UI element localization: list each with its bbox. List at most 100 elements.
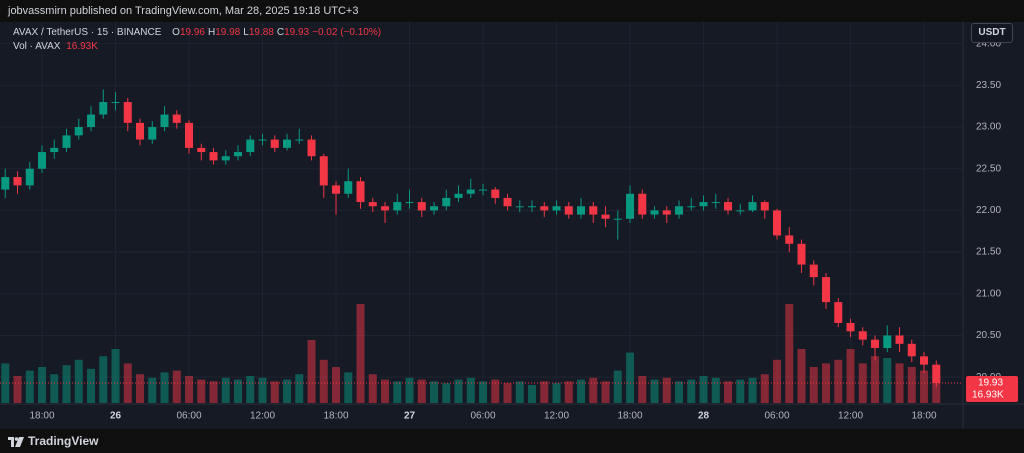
volume-bar (430, 381, 439, 403)
volume-bar (662, 377, 671, 403)
volume-bar (479, 381, 488, 403)
candle-body (172, 114, 181, 123)
candle-body (871, 339, 880, 348)
volume-bar (613, 370, 622, 403)
candle-body (160, 114, 169, 128)
volume-bar (209, 381, 218, 403)
volume-bar (368, 374, 377, 403)
y-tick-label: 21.00 (976, 288, 1001, 299)
ohlc-value: 19.98 (215, 27, 241, 38)
candle-body (356, 181, 365, 203)
volume-bar (577, 379, 586, 403)
candle-body (417, 202, 426, 211)
x-tick-label: 27 (404, 411, 416, 422)
volume-bar (858, 363, 867, 403)
volume-bar (393, 381, 402, 403)
candle-body (895, 335, 904, 344)
candle-body (883, 335, 892, 348)
volume-bar (258, 377, 267, 403)
volume-bar (25, 370, 34, 403)
volume-bar (160, 372, 169, 403)
volume-bar (822, 363, 831, 403)
x-tick-label: 18:00 (30, 411, 55, 422)
volume-bar (748, 377, 757, 403)
legend: AVAX / TetherUS · 15 · BINANCE O19.96 H19… (13, 26, 384, 54)
candle-body (601, 214, 610, 219)
candle-body (258, 139, 267, 141)
candle-body (785, 235, 794, 244)
candle-body (491, 189, 500, 198)
candle-body (185, 122, 194, 148)
volume-bar (356, 304, 365, 403)
candle-body (99, 102, 108, 115)
volume-title: Vol · AVAX (13, 41, 61, 52)
volume-bar (454, 379, 463, 403)
candle-body (197, 147, 206, 153)
grid (0, 22, 962, 403)
volume-bar (638, 376, 647, 403)
volume-bar (871, 356, 880, 403)
volume-last-box (966, 388, 1018, 402)
candle-body (344, 181, 353, 194)
x-tick-label: 12:00 (250, 411, 275, 422)
volume-bar (846, 349, 855, 403)
ohlc-letter: C (276, 27, 285, 38)
volume-bar (760, 374, 769, 403)
brand-name: TradingView (28, 434, 99, 448)
volume-bar (601, 381, 610, 403)
candle-body (552, 206, 561, 211)
candle-body (626, 193, 635, 219)
candle-body (822, 277, 831, 303)
candle-body (466, 189, 475, 194)
candle-body (368, 202, 377, 207)
volume-bar (283, 379, 292, 403)
x-tick-label: 06:00 (177, 411, 202, 422)
change-value: −0.02 (−0.10%) (312, 27, 382, 38)
candle-body (246, 139, 255, 153)
ohlc-letter: L (243, 27, 249, 38)
volume-bar (699, 376, 708, 403)
volume-bar (589, 377, 598, 403)
candle-body (589, 206, 598, 215)
volume-bar (650, 379, 659, 403)
candle-layer (1, 89, 941, 388)
currency-button[interactable]: USDT (971, 23, 1013, 43)
volume-last-label: 16.93K (972, 390, 1004, 401)
x-tick-label: 12:00 (544, 411, 569, 422)
volume-bar (111, 349, 120, 403)
ohlc-value: 19.96 (179, 27, 205, 38)
x-tick-label: 28 (698, 411, 710, 422)
x-tick-label: 18:00 (618, 411, 643, 422)
y-tick-label: 23.00 (976, 122, 1001, 133)
candle-body (748, 202, 757, 211)
volume-bar (136, 374, 145, 403)
footer: TradingView (0, 429, 1024, 453)
volume-bar (797, 349, 806, 403)
candle-body (932, 364, 941, 383)
candle-body (50, 147, 59, 153)
candle-body (405, 202, 414, 204)
volume-bar (442, 383, 451, 403)
candle-body (13, 177, 22, 186)
candle-body (454, 193, 463, 198)
candle-body (307, 139, 316, 157)
volume-bar (332, 367, 341, 403)
chart-background (0, 22, 1024, 429)
candle-body (479, 189, 488, 191)
candle-body (662, 210, 671, 215)
candle-body (711, 202, 720, 204)
x-tick-label: 06:00 (765, 411, 790, 422)
ohlc-row: AVAX / TetherUS · 15 · BINANCE O19.96 H19… (13, 26, 384, 40)
candle-body (319, 156, 328, 186)
volume-value: 16.93K (66, 41, 98, 52)
candle-body (528, 206, 537, 208)
candle-body (221, 156, 230, 161)
volume-bar (626, 352, 635, 403)
volume-bar (724, 381, 733, 403)
ohlc-value: 19.93 (284, 27, 310, 38)
candle-body (638, 193, 647, 215)
volume-bar (564, 381, 573, 403)
volume-bar (417, 379, 426, 403)
candle-body (283, 139, 292, 148)
